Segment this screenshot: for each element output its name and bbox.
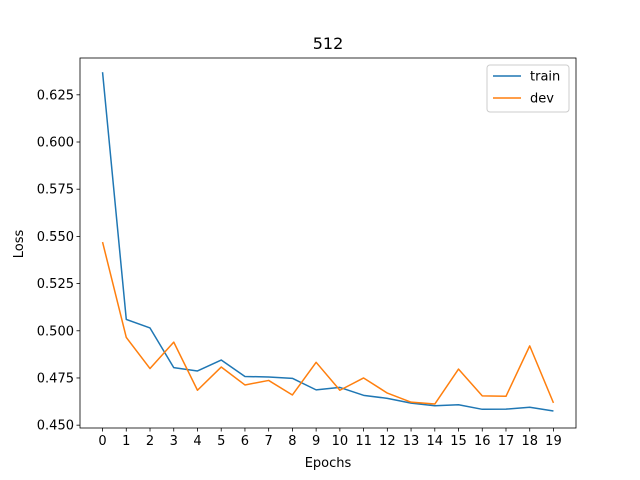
x-axis-label: Epochs bbox=[305, 456, 352, 471]
x-tick-label: 4 bbox=[193, 434, 201, 449]
y-tick-label: 0.625 bbox=[37, 88, 74, 103]
x-tick-label: 9 bbox=[312, 434, 320, 449]
x-tick-label: 15 bbox=[450, 434, 467, 449]
legend-label-train: train bbox=[530, 70, 560, 85]
x-axis: 0 1 2 3 4 5 6 7 8 9 10 11 12 13 14 15 16 17 18 19 bbox=[98, 428, 562, 449]
y-tick-label: 0.450 bbox=[37, 419, 74, 434]
x-tick-label: 13 bbox=[403, 434, 420, 449]
x-tick-label: 0 bbox=[98, 434, 106, 449]
legend: train dev bbox=[486, 64, 570, 113]
x-tick-label: 3 bbox=[170, 434, 178, 449]
y-tick-label: 0.600 bbox=[37, 136, 74, 151]
x-tick-label: 7 bbox=[265, 434, 273, 449]
y-axis-label: Loss bbox=[12, 230, 27, 259]
series-line-dev bbox=[101, 241, 555, 405]
x-tick-label: 2 bbox=[146, 434, 154, 449]
x-tick-label: 6 bbox=[241, 434, 249, 449]
y-axis: 0.450 0.475 0.500 0.525 0.550 0.575 0.600 0.625 bbox=[37, 88, 80, 434]
x-tick-label: 19 bbox=[545, 434, 562, 449]
x-tick-label: 1 bbox=[122, 434, 130, 449]
y-tick-label: 0.575 bbox=[37, 183, 74, 198]
y-tick-label: 0.525 bbox=[37, 277, 74, 292]
x-tick-label: 5 bbox=[217, 434, 225, 449]
x-tick-label: 18 bbox=[521, 434, 538, 449]
x-tick-label: 10 bbox=[332, 434, 349, 449]
x-tick-label: 16 bbox=[474, 434, 491, 449]
plot-area bbox=[79, 57, 577, 429]
x-tick-label: 17 bbox=[498, 434, 515, 449]
y-tick-label: 0.475 bbox=[37, 371, 74, 386]
x-tick-label: 8 bbox=[288, 434, 296, 449]
x-tick-label: 14 bbox=[427, 434, 444, 449]
y-tick-label: 0.500 bbox=[37, 324, 74, 339]
y-tick-label: 0.550 bbox=[37, 230, 74, 245]
series-line-train bbox=[101, 72, 554, 412]
legend-label-dev: dev bbox=[530, 92, 554, 107]
plot-frame bbox=[79, 57, 577, 429]
chart-title: 512 bbox=[313, 34, 344, 53]
x-tick-label: 11 bbox=[355, 434, 372, 449]
x-tick-label: 12 bbox=[379, 434, 396, 449]
